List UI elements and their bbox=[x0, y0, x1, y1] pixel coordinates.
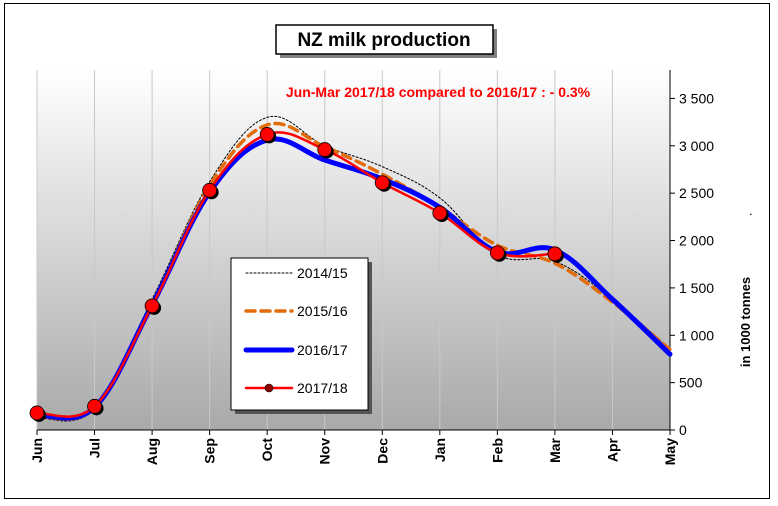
x-tick-label-jun: Jun bbox=[29, 438, 45, 463]
markers-group bbox=[29, 127, 564, 422]
y-tick-label-1500: 1 500 bbox=[679, 280, 714, 296]
chart-annotation: Jun-Mar 2017/18 compared to 2016/17 : - … bbox=[286, 84, 591, 100]
y-tick-label-2500: 2 500 bbox=[679, 185, 714, 201]
legend-box bbox=[230, 257, 369, 411]
y-tick-label-2000: 2 000 bbox=[679, 233, 714, 249]
legend-marker-2017-18 bbox=[264, 383, 274, 393]
marker-2017-18-jan bbox=[432, 205, 448, 221]
x-tick-label-aug: Aug bbox=[144, 438, 160, 465]
x-tick-label-jan: Jan bbox=[432, 438, 448, 462]
title-box bbox=[275, 24, 494, 55]
y-tick-label-1000: 1 000 bbox=[679, 327, 714, 343]
y-tick-label-3000: 3 000 bbox=[679, 138, 714, 154]
y-tick-label-0: 0 bbox=[679, 422, 687, 438]
legend: 2014/15 2015/16 2016/17 2017/18 bbox=[230, 257, 372, 414]
y-tick-label-3500: 3 500 bbox=[679, 90, 714, 106]
x-ticks: Jun Jul Aug Sep Oct Nov Dec Jan Feb Mar Apr May bbox=[29, 430, 678, 465]
marker-2017-18-nov bbox=[317, 142, 333, 157]
legend-label-2014-15: 2014/15 bbox=[297, 265, 348, 281]
marker-2017-18-oct bbox=[259, 127, 275, 142]
x-tick-label-mar: Mar bbox=[547, 437, 563, 462]
y-ticks: 0 500 1 000 1 500 2 000 2 500 3 000 3 500 bbox=[670, 90, 714, 438]
y-axis-label: in 1000 tonnes bbox=[738, 277, 753, 367]
legend-label-2017-18: 2017/18 bbox=[297, 380, 348, 396]
x-tick-label-may: May bbox=[662, 438, 678, 465]
x-tick-label-jul: Jul bbox=[87, 438, 103, 458]
y-axis-dot: . bbox=[749, 203, 753, 218]
marker-2017-18-sep bbox=[202, 182, 218, 198]
x-tick-label-dec: Dec bbox=[374, 438, 390, 464]
x-tick-label-feb: Feb bbox=[489, 438, 505, 463]
marker-2017-18-jul bbox=[87, 398, 102, 414]
x-tick-label-sep: Sep bbox=[202, 438, 218, 464]
x-tick-label-nov: Nov bbox=[317, 438, 333, 465]
marker-2017-18-dec bbox=[374, 175, 390, 191]
marker-2017-18-jun bbox=[29, 405, 45, 421]
chart-frame: 0 500 1 000 1 500 2 000 2 500 3 000 3 500 Jun Ju… bbox=[4, 3, 770, 499]
x-tick-label-apr: Apr bbox=[604, 437, 620, 462]
x-tick-label-oct: Oct bbox=[259, 438, 275, 462]
marker-2017-18-feb bbox=[489, 245, 505, 261]
chart-title: NZ milk production bbox=[297, 30, 470, 51]
marker-2017-18-mar bbox=[547, 246, 563, 262]
legend-label-2016-17: 2016/17 bbox=[297, 342, 348, 358]
legend-label-2015-16: 2015/16 bbox=[297, 303, 348, 319]
marker-2017-18-aug bbox=[144, 298, 160, 314]
y-tick-label-500: 500 bbox=[679, 375, 703, 391]
